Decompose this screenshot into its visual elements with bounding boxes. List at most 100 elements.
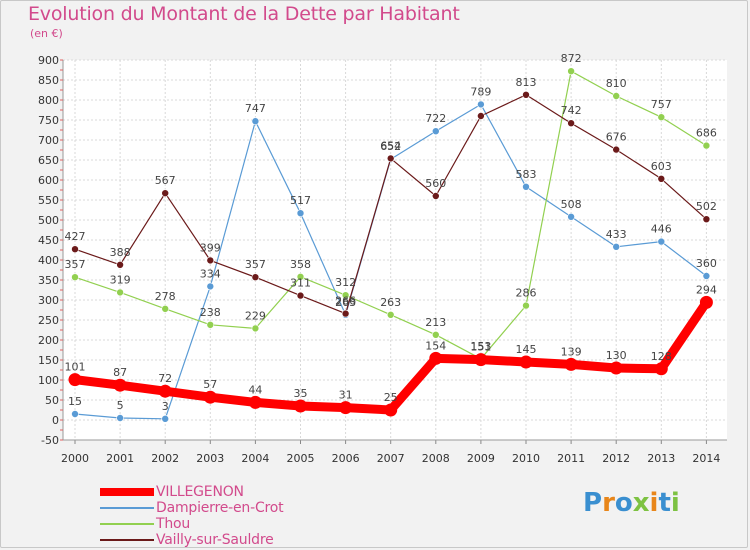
data-label: 25 [384,391,398,404]
data-point [609,361,623,375]
data-point [657,175,666,183]
y-tick-label: 650 [38,154,59,167]
data-label: 312 [335,276,356,289]
data-point [251,324,260,333]
data-point [206,282,215,291]
data-label: 153 [470,340,491,353]
chart-subtitle: (en €) [30,27,63,40]
data-point [248,395,262,409]
data-label: 747 [245,102,266,115]
x-tick-label: 2010 [512,452,540,465]
data-point [116,288,124,297]
legend-item: Dampierre-en-Crot [100,500,284,516]
y-tick-label: 600 [38,174,59,187]
data-point [612,243,621,251]
legend-label: Vailly-sur-Sauldre [156,532,274,548]
data-label: 427 [65,230,86,243]
data-point [296,291,305,300]
y-tick-label: -50 [41,434,59,447]
data-point [294,399,307,413]
data-point [296,209,305,217]
data-point [71,410,79,418]
proxiti-logo: Proxiti [583,488,680,518]
data-label: 654 [380,139,401,152]
y-tick-label: 300 [38,294,59,307]
data-label: 15 [68,395,82,408]
data-point [522,301,530,310]
data-point [206,256,215,265]
legend-item: VILLEGENON [100,484,283,500]
y-tick-label: 700 [38,134,59,147]
data-point [296,272,305,281]
data-label: 263 [380,296,401,309]
data-label: 319 [110,273,131,286]
data-label: 446 [651,223,672,236]
data-label: 810 [606,77,627,90]
data-label: 263 [335,296,356,309]
data-point [386,310,395,319]
data-label: 139 [561,345,582,358]
data-label: 686 [696,127,717,140]
data-label: 508 [561,198,582,211]
data-point [71,245,79,253]
data-label: 213 [425,316,446,329]
x-tick-label: 2001 [106,452,134,465]
x-tick-label: 2014 [692,452,720,465]
data-label: 57 [203,378,217,391]
data-label: 357 [245,258,266,271]
data-label: 357 [65,258,86,271]
logo-letter: i [649,488,659,518]
data-point [474,353,488,367]
data-label: 603 [651,160,672,173]
data-label: 722 [425,112,446,125]
x-tick-label: 2004 [241,452,269,465]
data-label: 31 [339,389,353,402]
data-label: 35 [294,387,308,400]
legend-label: Dampierre-en-Crot [156,500,284,516]
data-label: 789 [470,85,491,98]
y-tick-label: 150 [38,354,59,367]
y-tick-label: 800 [38,94,59,107]
data-label: 286 [516,287,537,300]
data-label: 128 [651,350,672,363]
data-point [654,362,668,376]
x-tick-label: 2007 [377,452,405,465]
data-label: 130 [606,349,627,362]
data-point [158,384,172,398]
data-label: 813 [516,76,537,89]
data-label: 360 [696,257,717,270]
data-point [384,403,398,417]
x-tick-label: 2013 [647,452,675,465]
data-label: 278 [155,290,176,303]
data-point [431,330,440,339]
data-point [522,91,530,99]
data-point [116,260,124,269]
data-point [612,92,621,100]
data-point [431,192,440,200]
data-point [386,154,395,163]
x-tick-label: 2009 [467,452,495,465]
data-point [702,272,711,280]
y-tick-label: 500 [38,214,59,227]
data-point [612,145,621,154]
data-label: 294 [696,283,717,296]
y-tick-label: 850 [38,74,59,87]
legend-swatch [100,539,154,541]
data-label: 311 [290,277,311,290]
legend-swatch [100,523,154,525]
logo-letter: P [583,488,603,518]
data-label: 5 [117,399,124,412]
x-tick-label: 2002 [151,452,179,465]
data-label: 44 [248,383,262,396]
logo-letter: x [632,488,650,518]
x-tick-label: 2000 [61,452,89,465]
y-tick-label: 750 [38,114,59,127]
x-tick-label: 2003 [196,452,224,465]
y-tick-label: 200 [38,334,59,347]
logo-letter: t [658,488,671,518]
data-label: 87 [113,366,127,379]
legend-item: Thou [100,516,283,532]
data-label: 433 [606,228,627,241]
